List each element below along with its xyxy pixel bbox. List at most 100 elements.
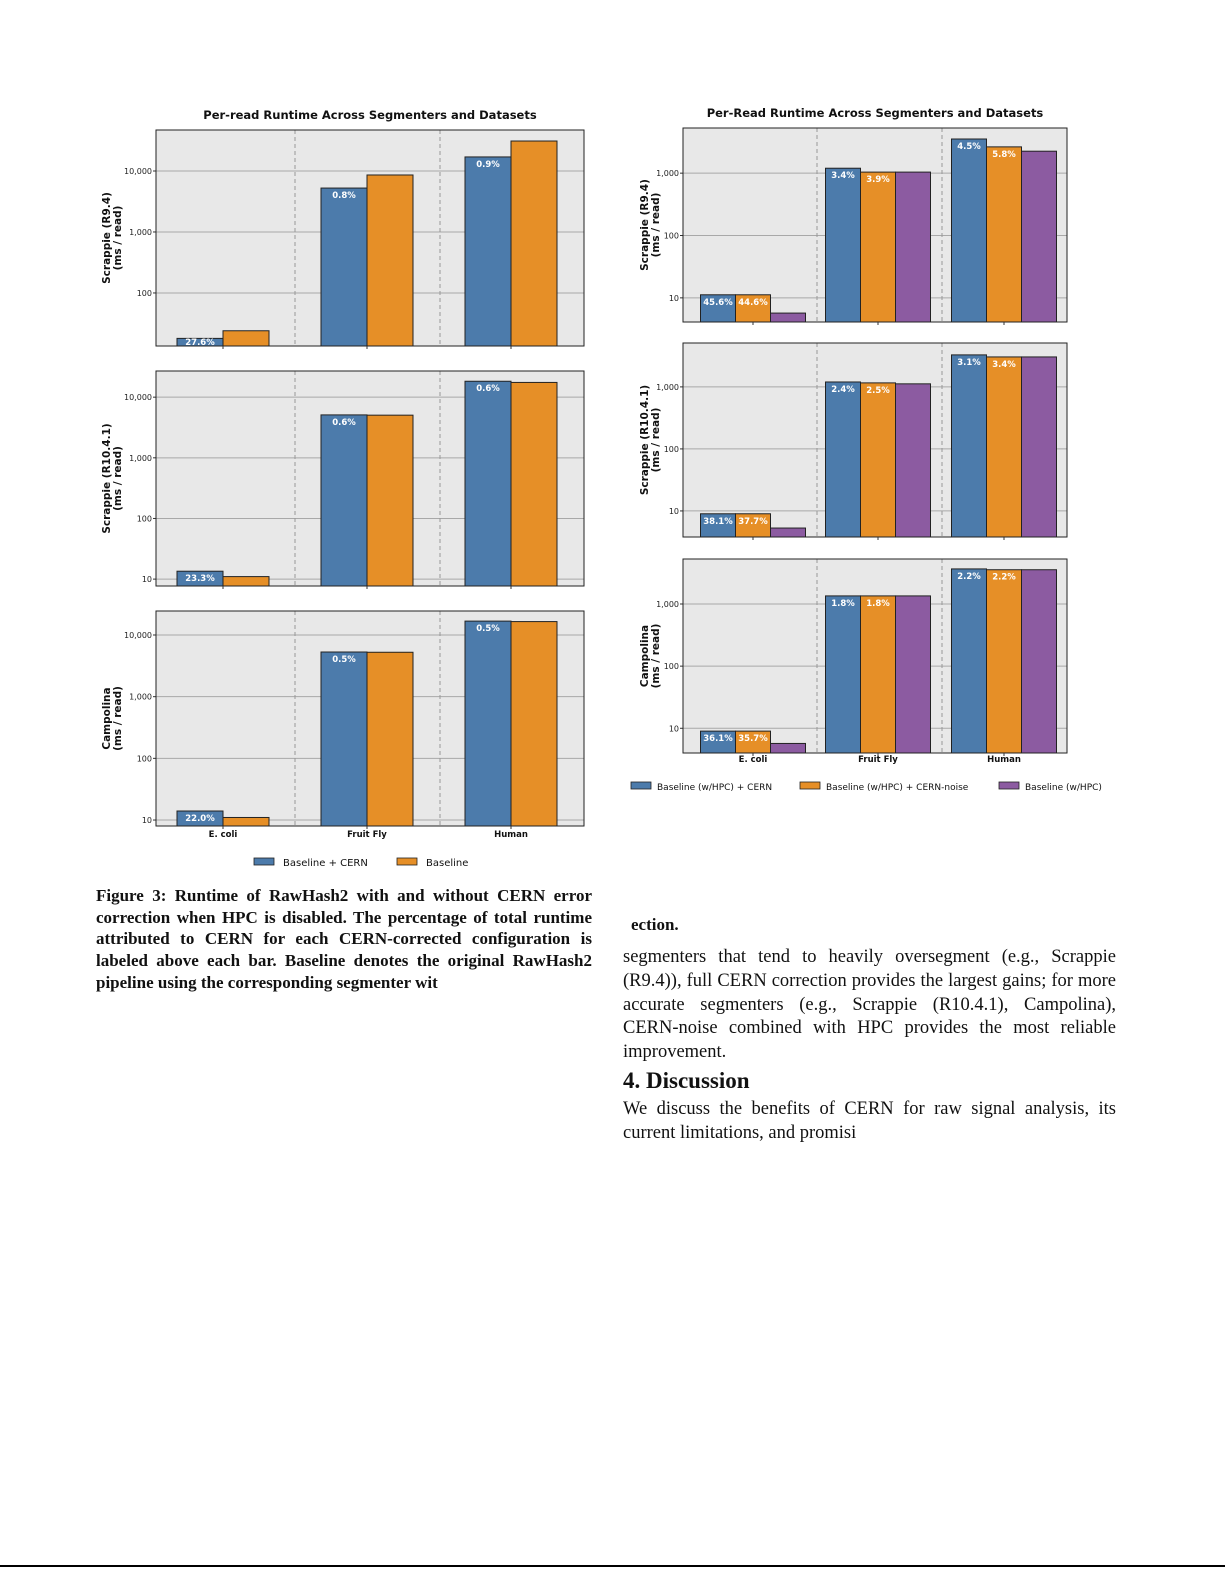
bar (825, 595, 861, 754)
bar (986, 146, 1022, 323)
body-paragraph: We discuss the benefits of CERN for raw … (623, 1099, 1116, 1143)
section-heading: 4. Discussion (623, 1068, 750, 1093)
bar (895, 595, 931, 754)
y-tick-label: 1,000 (129, 693, 152, 702)
bar-data-label: 3.1% (957, 358, 981, 368)
bar (464, 620, 512, 827)
x-category-label: Fruit Fly (858, 755, 898, 765)
bar-data-label: 5.8% (992, 150, 1016, 160)
y-axis-label-line: Scrappie (R9.4) (639, 179, 651, 271)
y-tick-label: 10 (142, 816, 152, 825)
bar-data-label: 36.1% (703, 734, 733, 744)
page-bottom-rule (0, 1565, 1225, 1567)
bar-data-label: 0.5% (332, 655, 356, 665)
x-category-label: E. coli (209, 830, 238, 840)
legend-swatch (799, 781, 821, 790)
y-tick-label: 10,000 (124, 393, 152, 402)
bar (510, 381, 558, 587)
bar (222, 576, 270, 587)
bar-data-label: 27.6% (185, 338, 215, 348)
bar (860, 171, 896, 323)
y-tick-label: 100 (664, 445, 679, 454)
y-tick-label: 1,000 (129, 228, 152, 237)
y-tick-label: 1,000 (656, 383, 679, 392)
y-tick-label: 1,000 (129, 454, 152, 463)
bar-data-label: 22.0% (185, 814, 215, 824)
figure-caption: Figure 3: Runtime of RawHash2 with and w… (96, 886, 592, 992)
bar (366, 651, 414, 827)
legend-label: Baseline (426, 858, 468, 869)
bar-data-label: 2.5% (866, 386, 890, 396)
y-axis-label-line: Scrappie (R10.4.1) (639, 385, 651, 495)
legend-swatch (630, 781, 652, 790)
y-axis-label-line: (ms / read) (650, 408, 662, 473)
bar (366, 414, 414, 587)
bar-data-label: 37.7% (738, 517, 768, 527)
bar (366, 174, 414, 347)
bar-data-label: 1.8% (866, 599, 890, 609)
bar-data-label: 0.6% (476, 384, 500, 394)
y-axis-label-line: (ms / read) (650, 193, 662, 258)
bar-data-label: 44.6% (738, 298, 768, 308)
y-axis-label-line: (ms / read) (112, 686, 124, 751)
bar (986, 356, 1022, 538)
bar (951, 568, 987, 754)
y-tick-label: 10 (669, 507, 679, 516)
bar (895, 383, 931, 538)
bar (1021, 356, 1057, 538)
y-tick-label: 1,000 (656, 169, 679, 178)
y-axis-label-line: (ms / read) (112, 206, 124, 271)
bar (860, 382, 896, 538)
bar (464, 380, 512, 587)
bar (510, 140, 558, 347)
bar (895, 171, 931, 323)
y-tick-label: 100 (664, 232, 679, 241)
bar-data-label: 2.4% (831, 385, 855, 395)
chart-title: Per-read Runtime Across Segmenters and D… (203, 108, 537, 122)
y-axis-label-line: (ms / read) (112, 446, 124, 511)
body-paragraph: segmenters that tend to heavily oversegm… (623, 947, 1116, 1063)
bar-data-label: 45.6% (703, 298, 733, 308)
bar (770, 527, 806, 538)
bar (770, 312, 806, 323)
bar-data-label: 1.8% (831, 599, 855, 609)
y-axis-label: Campolina(ms / read) (101, 686, 124, 751)
plot-frame (155, 610, 585, 827)
bar (986, 569, 1022, 754)
legend-swatch (396, 857, 418, 866)
bar-data-label: 0.8% (332, 191, 356, 201)
y-axis-label: Scrappie (R10.4.1)(ms / read) (101, 423, 124, 533)
legend-swatch (998, 781, 1020, 790)
bar (860, 595, 896, 754)
y-axis-label: Scrappie (R9.4)(ms / read) (101, 192, 124, 284)
plot-frame (155, 129, 585, 347)
plot-frame (682, 127, 1068, 323)
caption-fragment: ection. (631, 915, 679, 934)
legend-swatch (253, 857, 275, 866)
legend-label: Baseline (w/HPC) (1025, 783, 1102, 793)
y-axis-label-line: (ms / read) (650, 624, 662, 689)
bar-data-label: 0.5% (476, 624, 500, 634)
y-tick-label: 10 (669, 724, 679, 733)
y-tick-label: 1,000 (656, 600, 679, 609)
bar (222, 330, 270, 347)
bar-data-label: 2.2% (957, 572, 981, 582)
bar-data-label: 3.4% (831, 171, 855, 181)
y-tick-label: 100 (137, 514, 152, 523)
chart-title: Per-Read Runtime Across Segmenters and D… (707, 106, 1044, 120)
y-tick-label: 10 (142, 575, 152, 584)
bar-data-label: 23.3% (185, 574, 215, 584)
plot-frame (682, 558, 1068, 754)
y-axis-label-line: Scrappie (R10.4.1) (101, 423, 113, 533)
bar-data-label: 38.1% (703, 517, 733, 527)
bar (1021, 150, 1057, 323)
y-axis-label: Scrappie (R9.4)(ms / read) (639, 179, 662, 271)
bar (464, 156, 512, 347)
legend-label: Baseline + CERN (283, 858, 368, 869)
x-category-label: E. coli (739, 755, 768, 765)
y-tick-label: 10,000 (124, 167, 152, 176)
y-tick-label: 100 (664, 662, 679, 671)
bar (1021, 569, 1057, 754)
y-axis-label-line: Scrappie (R9.4) (101, 192, 113, 284)
y-tick-label: 100 (137, 754, 152, 763)
